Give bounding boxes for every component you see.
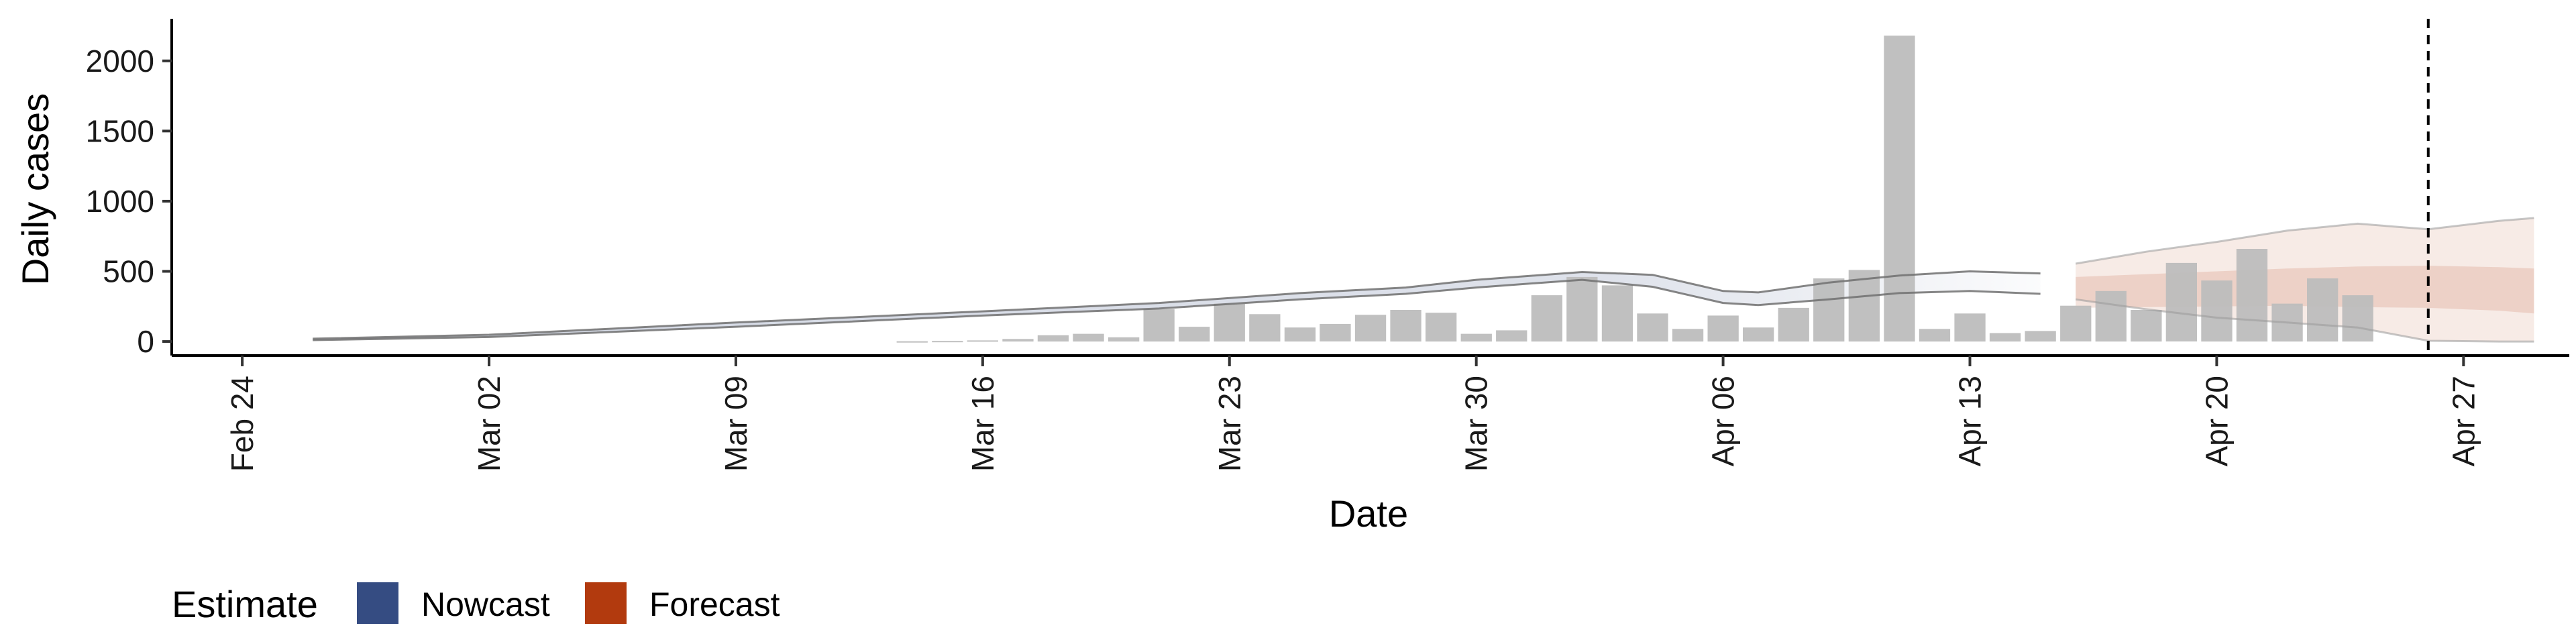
x-tick-label: Mar 23 <box>1212 376 1247 472</box>
y-tick-label: 0 <box>137 324 154 359</box>
x-tick-label: Feb 24 <box>225 376 260 472</box>
x-tick-label: Mar 30 <box>1459 376 1494 472</box>
nowcast-upper-line <box>313 270 2041 340</box>
bar <box>2342 295 2373 342</box>
bar <box>1354 315 1387 341</box>
bar <box>1037 335 1069 342</box>
x-tick-label: Mar 09 <box>718 376 753 472</box>
y-tick-label: 500 <box>103 254 154 289</box>
y-tick-label: 2000 <box>86 44 154 78</box>
bar <box>1460 333 1492 342</box>
bar <box>1672 329 1704 342</box>
bar <box>1884 36 1915 342</box>
bar <box>932 341 963 343</box>
legend-label-nowcast: Nowcast <box>421 586 550 623</box>
bar <box>1531 295 1562 342</box>
legend-swatch-nowcast <box>357 582 398 624</box>
x-tick-label: Apr 27 <box>2446 376 2481 467</box>
legend-label-forecast: Forecast <box>649 586 780 623</box>
forecast-upper-line <box>2075 217 2534 265</box>
x-tick-label: Apr 06 <box>1706 376 1741 467</box>
bar <box>1496 330 1527 342</box>
bar <box>1813 278 1845 342</box>
bar <box>1214 303 1245 342</box>
bar <box>2095 290 2127 342</box>
bar <box>1989 333 2021 342</box>
bar <box>1954 313 1986 342</box>
axes: 0 500 1000 1500 2000 Feb 24 Mar 02 Mar 09 Mar 16… <box>86 19 2569 472</box>
bar <box>1919 329 1951 342</box>
x-tick-label: Apr 13 <box>1953 376 1988 467</box>
bar <box>2201 280 2233 342</box>
bar <box>1073 333 1104 342</box>
bar <box>1320 323 1351 341</box>
legend-title: Estimate <box>172 583 318 625</box>
x-tick-label: Mar 02 <box>472 376 506 472</box>
y-axis-title: Daily cases <box>14 93 56 285</box>
bar <box>1707 315 1739 342</box>
bar <box>896 341 928 343</box>
bar <box>1249 314 1281 342</box>
bar <box>1637 313 1668 342</box>
bar <box>1566 276 1598 342</box>
y-tick-label: 1000 <box>86 184 154 219</box>
forecast-lower-line <box>2075 298 2534 343</box>
bar <box>2307 278 2339 342</box>
bar <box>967 340 998 342</box>
x-axis-title: Date <box>1329 492 1408 535</box>
nowcast-lower-line <box>313 278 2041 341</box>
bar <box>2025 331 2056 342</box>
bar <box>1426 313 1457 342</box>
bar <box>1002 339 1034 342</box>
bar <box>2131 310 2162 342</box>
bar <box>1284 327 1316 342</box>
x-tick-label: Mar 16 <box>965 376 1000 472</box>
bar <box>1601 285 1633 342</box>
bar <box>1848 270 1880 342</box>
bar <box>1143 309 1175 342</box>
bar <box>1108 337 1140 342</box>
legend-swatch-forecast <box>585 582 627 624</box>
x-tick-label: Apr 20 <box>2199 376 2234 467</box>
bar <box>1743 327 1774 342</box>
bar <box>2236 249 2268 342</box>
lines <box>313 217 2534 343</box>
bar <box>1390 310 1421 342</box>
bar <box>1778 307 1809 342</box>
bar <box>1179 327 1210 342</box>
uncertainty-bands <box>313 218 2534 342</box>
y-tick-label: 1500 <box>86 113 154 148</box>
bars <box>896 36 2373 343</box>
bar <box>2165 262 2197 341</box>
bar <box>2060 305 2092 341</box>
legend: Estimate Nowcast Forecast <box>172 582 780 625</box>
